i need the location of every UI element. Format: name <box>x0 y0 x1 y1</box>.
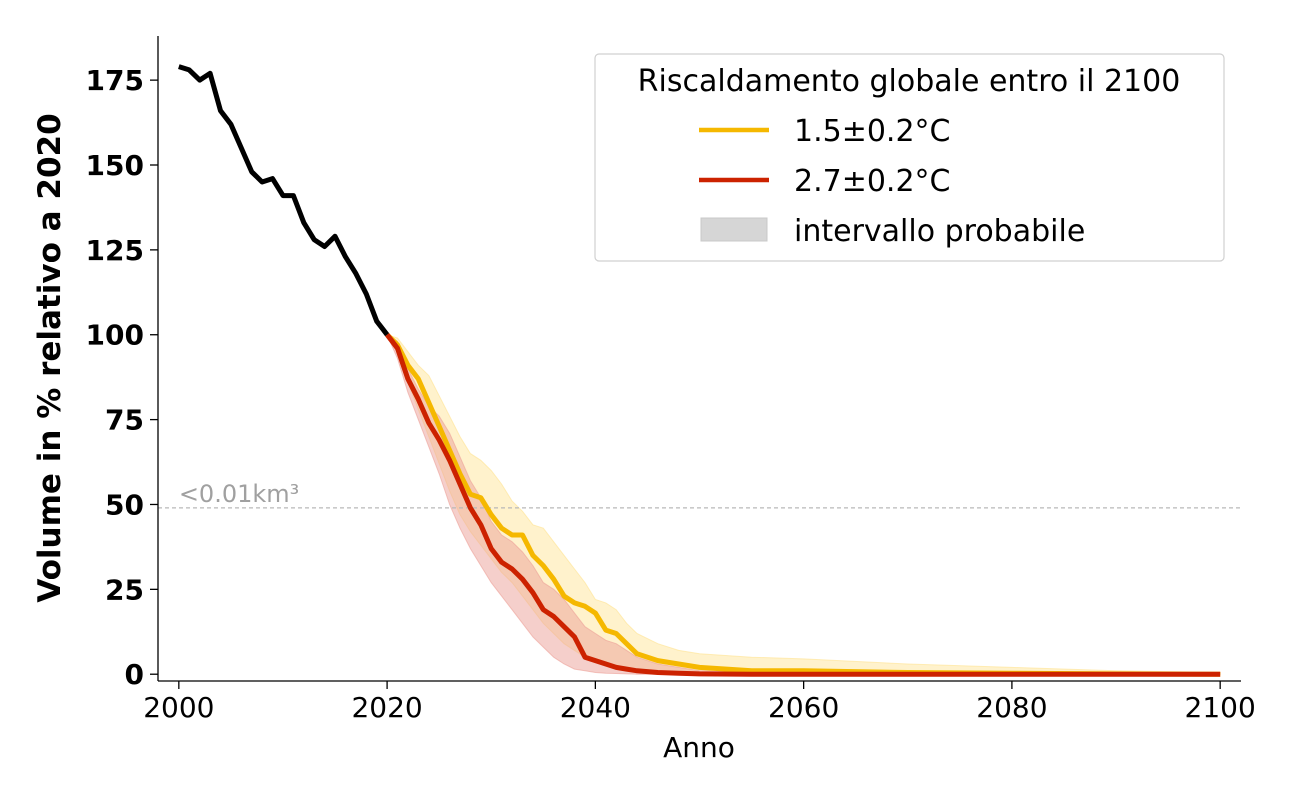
legend-label-1-5c: 1.5±0.2°C <box>794 114 951 149</box>
legend-swatch-likely-range <box>700 217 768 242</box>
y-tick-label: 50 <box>105 488 144 521</box>
legend-title: Riscaldamento globale entro il 2100 <box>638 64 1181 99</box>
historical-line <box>178 64 390 337</box>
x-tick-label: 2060 <box>768 691 839 724</box>
legend: Riscaldamento globale entro il 2100 1.5±… <box>594 53 1225 262</box>
uncertainty-bands <box>385 333 1221 675</box>
x-tick-label: 2080 <box>976 691 1047 724</box>
reference-line-label: <0.01km³ <box>179 480 299 508</box>
y-ticks: 0 25 50 75 100 125 150 175 <box>86 64 158 691</box>
y-tick-label: 125 <box>86 234 144 267</box>
x-tick-label: 2020 <box>351 691 422 724</box>
y-tick-label: 75 <box>105 404 144 437</box>
series-line-2-7c <box>385 333 1221 677</box>
legend-label-2-7c: 2.7±0.2°C <box>794 164 951 199</box>
y-tick-label: 175 <box>86 64 144 97</box>
y-axis-label: Volume in % relativo a 2020 <box>32 113 68 602</box>
series-lines <box>178 64 1221 677</box>
legend-label-likely-range: intervallo probabile <box>794 214 1085 249</box>
x-tick-label: 2040 <box>560 691 631 724</box>
x-axis-label: Anno <box>663 731 735 764</box>
x-tick-label: 2100 <box>1185 691 1256 724</box>
x-tick-label: 2000 <box>143 691 214 724</box>
x-ticks: 2000 2020 2040 2060 2080 2100 <box>143 681 1256 724</box>
series-line-1-5c <box>385 332 1221 677</box>
y-tick-label: 100 <box>86 319 144 352</box>
band-1-5c <box>385 333 1221 675</box>
y-tick-label: 25 <box>105 573 144 606</box>
y-tick-label: 0 <box>125 658 144 691</box>
y-tick-label: 150 <box>86 149 144 182</box>
band-2-7c <box>385 333 1221 675</box>
legend-frame <box>594 53 1225 262</box>
